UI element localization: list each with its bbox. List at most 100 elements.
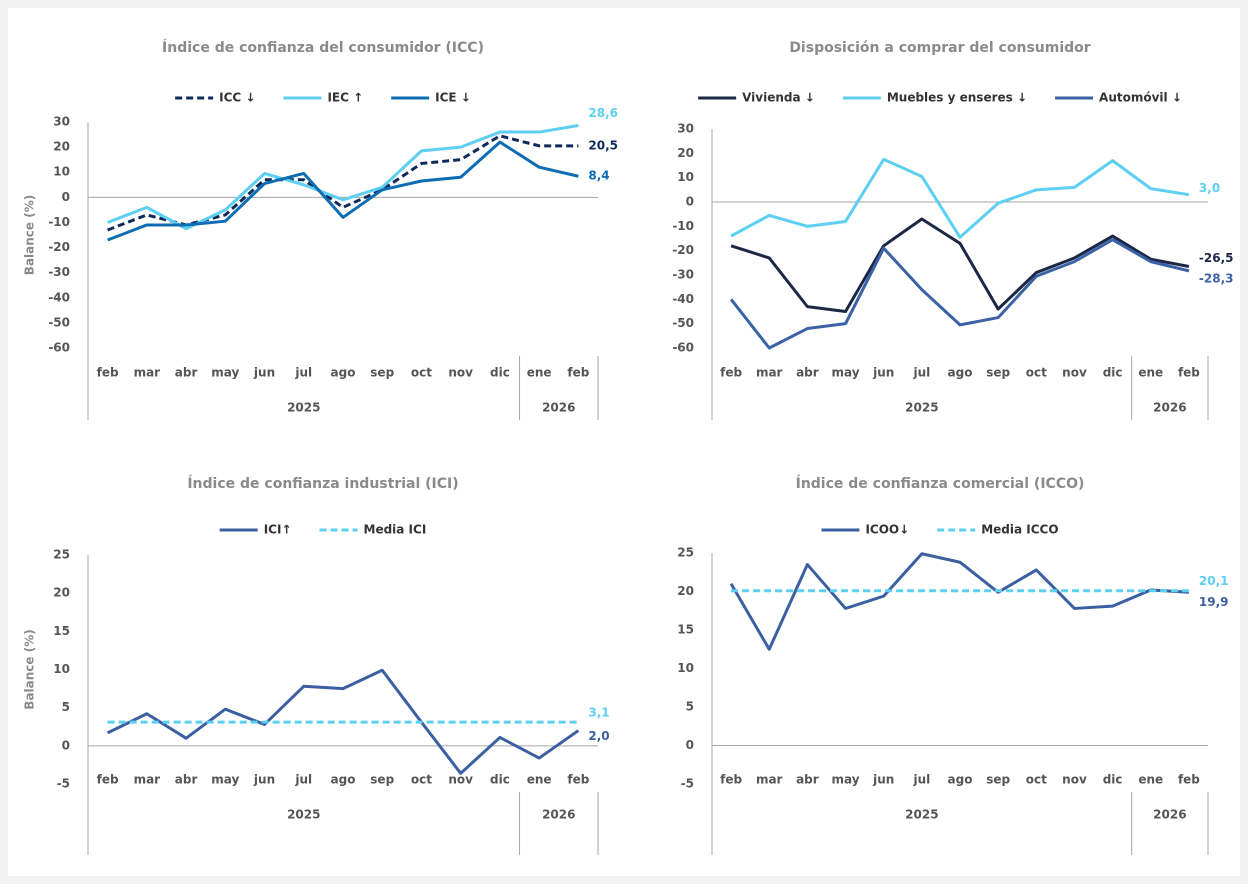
x-group-label: 2025: [905, 401, 938, 415]
value-label: 2,0: [588, 729, 609, 743]
legend-label: Media ICCO: [981, 523, 1058, 537]
value-label: 20,1: [1199, 574, 1229, 588]
x-tick-label: jul: [294, 366, 312, 380]
y-tick-label: -30: [672, 268, 694, 282]
legend-label: ICOO↓: [865, 523, 909, 537]
y-tick-label: 5: [686, 700, 694, 714]
x-tick-label: ago: [331, 366, 356, 380]
legend-label: Muebles y enseres ↓: [887, 91, 1027, 105]
y-tick-label: -20: [672, 243, 694, 257]
chart-title: Índice de confianza industrial (ICI): [187, 475, 458, 492]
x-tick-label: nov: [1062, 773, 1087, 787]
y-tick-label: -60: [672, 341, 694, 355]
x-tick-label: ago: [948, 773, 973, 787]
x-tick-label: dic: [490, 773, 510, 787]
x-tick-label: abr: [796, 773, 819, 787]
x-tick-label: ago: [331, 773, 356, 787]
x-tick-label: jul: [912, 366, 930, 380]
y-axis-label: Balance (%): [23, 629, 37, 709]
legend-label: IEC ↑: [327, 91, 363, 105]
y-tick-label: 15: [677, 623, 694, 637]
y-tick-label: -5: [681, 777, 694, 791]
y-tick-label: 0: [686, 195, 694, 209]
legend-label: ICE ↓: [435, 91, 471, 105]
x-tick-label: abr: [175, 773, 198, 787]
x-group-label: 2026: [1153, 808, 1186, 822]
x-tick-label: dic: [1103, 366, 1123, 380]
x-group-label: 2025: [287, 808, 320, 822]
y-tick-label: 20: [677, 146, 694, 160]
x-tick-label: abr: [796, 366, 819, 380]
legend-label: Automóvil ↓: [1099, 91, 1182, 105]
y-tick-label: -30: [48, 265, 70, 279]
series-line: [106, 668, 580, 775]
y-tick-label: 0: [62, 190, 70, 204]
value-label: 3,1: [588, 706, 609, 720]
x-tick-label: jun: [253, 773, 275, 787]
x-tick-label: dic: [1103, 773, 1123, 787]
x-group-label: 2026: [542, 808, 575, 822]
y-tick-label: 10: [53, 662, 70, 676]
value-label: -26,5: [1199, 251, 1234, 265]
x-tick-label: ene: [527, 366, 552, 380]
x-tick-label: mar: [134, 773, 161, 787]
x-tick-label: jun: [253, 366, 275, 380]
y-tick-label: -10: [672, 219, 694, 233]
x-tick-label: feb: [1178, 773, 1200, 787]
x-tick-label: jun: [872, 366, 894, 380]
x-tick-label: sep: [370, 366, 394, 380]
value-label: 20,5: [588, 138, 618, 152]
x-tick-label: feb: [1178, 366, 1200, 380]
y-axis-label: Balance (%): [23, 195, 37, 275]
x-group-label: 2026: [542, 401, 575, 415]
y-tick-label: -20: [48, 240, 70, 254]
x-tick-label: feb: [720, 773, 742, 787]
x-group-label: 2026: [1153, 401, 1186, 415]
y-tick-label: -40: [48, 290, 70, 304]
x-tick-label: oct: [411, 366, 432, 380]
y-tick-label: 20: [53, 140, 70, 154]
x-tick-label: nov: [1062, 366, 1087, 380]
x-tick-label: dic: [490, 366, 510, 380]
x-tick-label: nov: [448, 773, 473, 787]
y-tick-label: 30: [53, 115, 70, 129]
y-tick-label: 20: [53, 586, 70, 600]
x-tick-label: mar: [756, 773, 783, 787]
legend-label: ICI↑: [264, 523, 292, 537]
series-line: [730, 157, 1190, 239]
value-label: -28,3: [1199, 271, 1234, 285]
y-tick-label: -5: [57, 777, 70, 791]
y-tick-label: 0: [686, 738, 694, 752]
y-tick-label: 15: [53, 624, 70, 638]
x-tick-label: ene: [1138, 366, 1163, 380]
x-tick-label: sep: [986, 773, 1010, 787]
legend-label: ICC ↓: [219, 91, 255, 105]
x-tick-label: nov: [448, 366, 473, 380]
x-tick-label: feb: [97, 366, 119, 380]
series-line: [107, 140, 579, 242]
y-tick-label: 20: [677, 584, 694, 598]
x-tick-label: sep: [370, 773, 394, 787]
x-tick-label: jul: [294, 773, 312, 787]
series-line: [730, 217, 1190, 313]
x-tick-label: jul: [912, 773, 930, 787]
x-tick-label: sep: [986, 366, 1010, 380]
x-tick-label: mar: [134, 366, 161, 380]
x-tick-label: feb: [567, 366, 589, 380]
value-label: 8,4: [588, 169, 609, 183]
x-group-label: 2025: [287, 401, 320, 415]
y-tick-label: 10: [53, 165, 70, 179]
y-tick-label: 30: [677, 122, 694, 136]
y-tick-label: 10: [677, 661, 694, 675]
x-tick-label: mar: [756, 366, 783, 380]
x-tick-label: jun: [872, 773, 894, 787]
x-group-label: 2025: [905, 808, 938, 822]
legend-label: Vivienda ↓: [742, 91, 815, 105]
y-tick-label: -40: [672, 292, 694, 306]
chart-title: Disposición a comprar del consumidor: [789, 40, 1090, 56]
chart-title: Índice de confianza comercial (ICCO): [796, 475, 1085, 492]
x-tick-label: may: [832, 366, 860, 380]
x-tick-label: may: [832, 773, 860, 787]
